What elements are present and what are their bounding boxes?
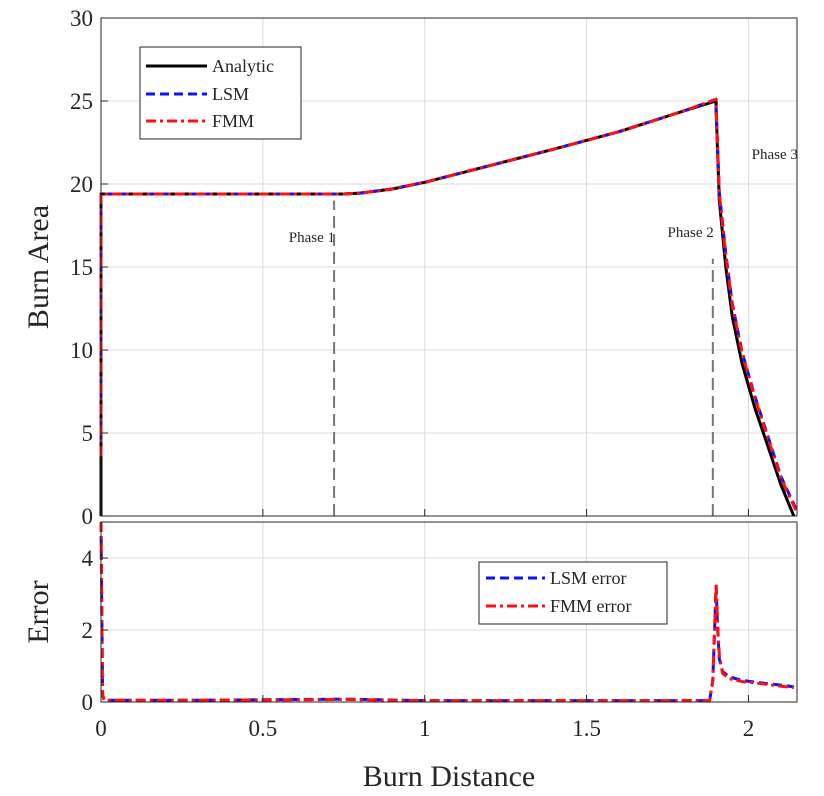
y-tick-label: 0 (82, 504, 94, 529)
phase-label: Phase 1 (289, 230, 335, 246)
y-tick-label: 15 (70, 255, 93, 280)
x-tick-label: 2 (743, 716, 755, 741)
legend-label-lsm-error: LSM error (550, 568, 626, 588)
phase-label: Phase 2 (668, 225, 714, 241)
y-tick-label: 30 (70, 6, 93, 31)
y-tick-label: 20 (70, 172, 93, 197)
burn-area-legend: Analytic LSM FMM (139, 46, 302, 140)
burn-area-series (99, 97, 799, 517)
error-plot: 0 0.5 1 1.5 2 0 2 4 Error Burn Distance LSM err… (22, 521, 798, 793)
legend-label-lsm: LSM (212, 84, 249, 104)
x-tick-label: 0 (95, 716, 107, 741)
burn-area-grid (100, 17, 797, 517)
y-tick-label: 25 (70, 89, 93, 114)
error-plot-background (101, 522, 797, 702)
error-ylabel: Error (22, 580, 55, 643)
burn-area-ticks: 0 5 10 15 20 25 30 (70, 6, 749, 529)
error-series (99, 521, 795, 703)
x-tick-label: 1 (419, 716, 431, 741)
burn-distance-xlabel: Burn Distance (363, 760, 535, 793)
y-tick-label: 0 (82, 690, 94, 715)
y-tick-label: 10 (70, 338, 93, 363)
legend-label-fmm: FMM (212, 111, 254, 131)
error-legend: LSM error FMM error (478, 561, 668, 625)
series-line-fmm (99, 97, 799, 514)
burn-area-plot: 0 5 10 15 20 25 30 Phase 1 Phase 2 Phase 3 Burn … (22, 6, 799, 529)
phase-label: Phase 3 (752, 147, 798, 163)
x-tick-label: 1.5 (572, 716, 601, 741)
y-tick-label: 4 (82, 546, 94, 571)
y-tick-label: 5 (82, 421, 94, 446)
legend-label-fmm-error: FMM error (550, 596, 632, 616)
burn-area-ylabel: Burn Area (22, 205, 55, 329)
legend-label-analytic: Analytic (212, 56, 274, 76)
error-legend-box (478, 561, 668, 625)
x-tick-label: 0.5 (248, 716, 277, 741)
error-plot-frame (100, 521, 798, 703)
phase-annotations: Phase 1 Phase 2 Phase 3 (289, 147, 798, 246)
y-tick-label: 2 (82, 618, 94, 643)
phase-lines (333, 200, 714, 516)
error-ticks: 0 0.5 1 1.5 2 0 2 4 (82, 546, 755, 741)
series-line-fmm-error (99, 521, 794, 703)
